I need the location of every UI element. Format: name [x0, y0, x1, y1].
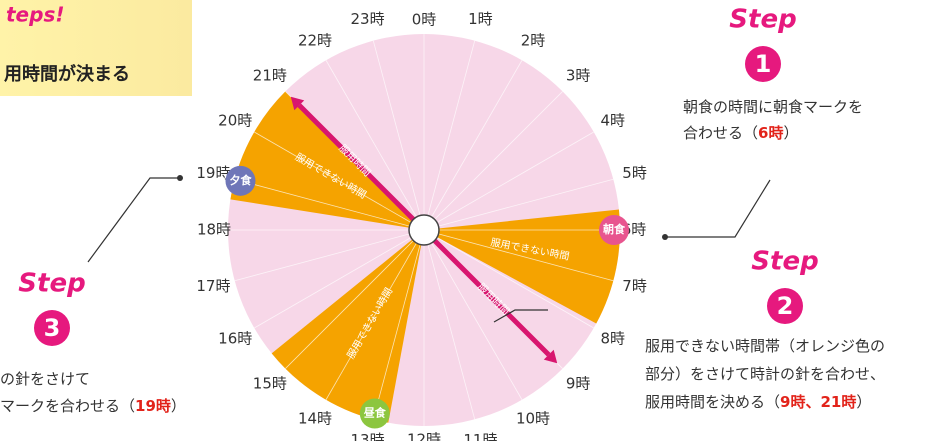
- hour-label: 8時: [601, 330, 626, 348]
- hour-label: 3時: [566, 66, 591, 84]
- clock-hand: [422, 228, 551, 357]
- meal-label: 朝食: [603, 222, 626, 236]
- step-text-part: 朝食の時間に朝食マークを: [683, 98, 863, 116]
- hour-label: 5時: [622, 164, 647, 182]
- connector: [665, 179, 771, 238]
- hour-line: [423, 229, 614, 282]
- blocked-sector: [271, 230, 424, 423]
- hour-line: [254, 131, 425, 231]
- step-text: 部分）をさけて時計の針を合わせ、: [645, 365, 885, 383]
- step-badge: [745, 46, 781, 82]
- step-text: 服用できない時間帯（オレンジ色の: [645, 337, 885, 355]
- hour-label: 15時: [253, 375, 287, 393]
- meal-label: 昼食: [363, 406, 387, 420]
- step-text-part: 6時: [758, 124, 783, 142]
- hour-label: 22時: [298, 32, 332, 50]
- hour-label: 18時: [197, 221, 231, 239]
- hour-label: 17時: [196, 277, 230, 295]
- step-word: Step: [18, 269, 85, 299]
- hour-label: 11時: [463, 431, 497, 441]
- step-text: 合わせる（6時）: [683, 124, 798, 142]
- step-text: 朝食の時間に朝食マークを: [683, 98, 863, 116]
- hour-label: 4時: [601, 112, 626, 130]
- meal-marker: [359, 398, 390, 429]
- step-text-part: 19時: [135, 397, 171, 415]
- hour-line: [325, 229, 425, 400]
- hour-line: [423, 229, 523, 400]
- hour-label: 1時: [468, 10, 493, 28]
- step-number: 3: [44, 314, 61, 342]
- blocked-sector: [230, 91, 424, 230]
- hand-arrow: [290, 96, 305, 111]
- hour-label: 13時: [351, 431, 385, 441]
- hour-label: 0時: [412, 11, 437, 29]
- hour-line: [234, 229, 425, 282]
- hour-line: [325, 60, 425, 231]
- hour-label: 19時: [196, 164, 230, 182]
- step-badge: [34, 310, 70, 346]
- connector: [87, 177, 180, 263]
- step-text-part: 服用時間を決める（: [645, 393, 780, 411]
- hour-line: [423, 40, 476, 231]
- connector: [493, 309, 548, 323]
- hour-label: 9時: [566, 375, 591, 393]
- hour-line: [423, 229, 476, 420]
- banner-title: teps!: [6, 3, 64, 27]
- connector-dot: [177, 175, 183, 181]
- hour-label: 7時: [622, 277, 647, 295]
- hour-line: [254, 229, 425, 329]
- step-text: マークを合わせる（19時）: [0, 397, 186, 415]
- clock: 0時 1時2時3時4時5時6時7時8時9時10時11時12時13時14時15時16…: [196, 10, 646, 441]
- hour-label: 21時: [253, 66, 287, 84]
- hour-label: 2時: [521, 32, 546, 50]
- hour-line: [423, 178, 614, 231]
- hour-label: 16時: [218, 330, 252, 348]
- connector-dot: [662, 234, 668, 240]
- clock-hand: [297, 103, 426, 232]
- banner-box: [0, 0, 192, 96]
- banner-subtitle: 用時間が決まる: [4, 63, 130, 85]
- step-text-part: 服用できない時間帯（オレンジ色の: [645, 337, 885, 355]
- hour-line: [423, 131, 594, 231]
- step-text-part: 9時、21時: [780, 393, 856, 411]
- step-text-part: 合わせる（: [683, 124, 758, 142]
- step-text: の針をさけて: [0, 370, 90, 388]
- hour-line: [372, 229, 425, 420]
- meal-label: 夕食: [229, 173, 252, 187]
- hand-arrow: [543, 349, 558, 364]
- step-badge: [767, 288, 803, 324]
- step-number: 1: [755, 50, 772, 78]
- blocked-sector: [424, 209, 620, 324]
- hour-label: 12時: [407, 431, 441, 441]
- step-text: 服用時間を決める（9時、21時）: [645, 393, 871, 411]
- meal-marker: [225, 165, 256, 196]
- hour-label: 23時: [351, 10, 385, 28]
- hour-label: 14時: [298, 409, 332, 427]
- hour-line: [423, 91, 563, 231]
- step-word: Step: [751, 247, 818, 277]
- step-text-part: ）: [856, 393, 871, 411]
- hour-label: 20時: [218, 112, 252, 130]
- hour-line: [285, 229, 425, 369]
- meal-marker: [599, 215, 629, 245]
- step-text-part: ）: [171, 397, 186, 415]
- step-text-part: の針をさけて: [0, 370, 90, 388]
- hour-line: [423, 229, 594, 329]
- step-text-part: ）: [783, 124, 798, 142]
- step-number: 2: [777, 292, 794, 320]
- hour-line: [234, 178, 425, 231]
- hour-line: [423, 60, 523, 231]
- clock-center: [408, 214, 440, 246]
- hour-line: [372, 40, 425, 231]
- hour-label: 10時: [516, 409, 550, 427]
- step-text-part: マークを合わせる（: [0, 397, 135, 415]
- step-text-part: 部分）をさけて時計の針を合わせ、: [645, 365, 885, 383]
- step-word: Step: [729, 5, 796, 35]
